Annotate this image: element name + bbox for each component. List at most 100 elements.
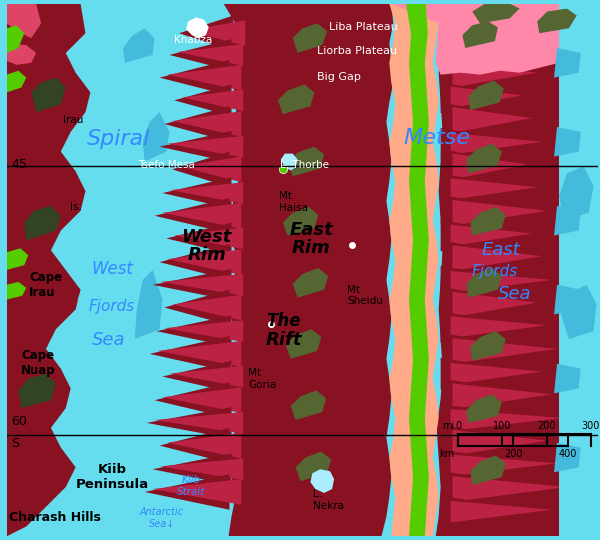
Polygon shape — [164, 106, 230, 142]
Polygon shape — [293, 268, 328, 298]
Polygon shape — [389, 4, 439, 536]
Polygon shape — [451, 40, 527, 62]
Polygon shape — [160, 245, 230, 280]
Polygon shape — [443, 57, 529, 92]
Polygon shape — [472, 4, 520, 23]
Polygon shape — [310, 469, 334, 493]
Polygon shape — [443, 425, 539, 461]
Text: Irau: Irau — [63, 115, 83, 125]
Polygon shape — [440, 35, 520, 67]
Polygon shape — [406, 4, 429, 536]
Text: Metse: Metse — [403, 128, 470, 148]
Text: Rift: Rift — [265, 332, 302, 349]
Polygon shape — [452, 62, 538, 87]
Text: Fjords: Fjords — [472, 264, 518, 279]
Text: Sea: Sea — [92, 332, 125, 349]
Polygon shape — [554, 48, 581, 78]
Polygon shape — [451, 133, 542, 154]
Polygon shape — [123, 28, 155, 63]
Polygon shape — [172, 111, 241, 137]
Text: L. Thorbe: L. Thorbe — [280, 159, 329, 170]
Text: Tsefo Mesa: Tsefo Mesa — [138, 159, 195, 170]
Polygon shape — [155, 198, 230, 233]
Text: Is.: Is. — [70, 202, 82, 212]
Text: L.
Nekra: L. Nekra — [313, 489, 344, 511]
Text: Liba Plateau: Liba Plateau — [329, 22, 398, 31]
Polygon shape — [224, 4, 393, 536]
Polygon shape — [7, 25, 25, 53]
Polygon shape — [160, 131, 232, 163]
Polygon shape — [135, 270, 163, 339]
Polygon shape — [19, 374, 56, 408]
Polygon shape — [443, 240, 535, 276]
Polygon shape — [452, 245, 542, 271]
Polygon shape — [146, 407, 232, 438]
Text: Big Gap: Big Gap — [317, 72, 361, 82]
Polygon shape — [452, 430, 547, 455]
Polygon shape — [443, 379, 544, 414]
Polygon shape — [452, 153, 527, 179]
Text: West: West — [91, 260, 133, 278]
Polygon shape — [160, 274, 244, 295]
Polygon shape — [7, 282, 26, 300]
Text: mi: mi — [442, 421, 454, 431]
Polygon shape — [7, 4, 91, 536]
Polygon shape — [440, 173, 529, 205]
Polygon shape — [554, 206, 581, 235]
Polygon shape — [470, 455, 506, 485]
Polygon shape — [443, 333, 549, 369]
Text: 400: 400 — [559, 449, 577, 458]
Text: Cape
Irau: Cape Irau — [29, 271, 62, 299]
Polygon shape — [167, 136, 244, 158]
Polygon shape — [155, 412, 244, 434]
Text: Kiib
Peninsula: Kiib Peninsula — [76, 463, 148, 491]
Polygon shape — [283, 207, 318, 235]
Polygon shape — [452, 16, 518, 41]
Text: km: km — [439, 449, 454, 458]
Text: 300: 300 — [581, 421, 600, 431]
Polygon shape — [452, 338, 557, 364]
Polygon shape — [281, 153, 298, 170]
Polygon shape — [7, 248, 28, 270]
Polygon shape — [452, 107, 532, 133]
Text: West: West — [181, 228, 232, 246]
Polygon shape — [440, 312, 539, 343]
Polygon shape — [559, 166, 593, 221]
Polygon shape — [174, 227, 244, 249]
Polygon shape — [470, 207, 506, 235]
Polygon shape — [538, 9, 577, 33]
Text: 100: 100 — [493, 421, 512, 431]
Polygon shape — [163, 361, 232, 393]
Polygon shape — [391, 4, 598, 75]
Polygon shape — [7, 71, 26, 92]
Polygon shape — [463, 22, 498, 48]
Polygon shape — [440, 4, 598, 61]
Polygon shape — [77, 4, 233, 536]
Polygon shape — [452, 383, 552, 409]
Text: 45: 45 — [11, 158, 27, 171]
Text: 0: 0 — [455, 421, 461, 431]
Polygon shape — [152, 269, 232, 301]
Polygon shape — [561, 285, 596, 339]
Polygon shape — [163, 177, 232, 209]
Polygon shape — [451, 455, 557, 476]
Polygon shape — [440, 82, 515, 113]
Polygon shape — [440, 496, 544, 528]
Polygon shape — [443, 148, 520, 184]
Polygon shape — [186, 17, 209, 38]
Polygon shape — [152, 479, 241, 505]
Polygon shape — [451, 271, 552, 293]
Text: Spiral: Spiral — [86, 130, 150, 150]
Polygon shape — [167, 65, 241, 91]
Polygon shape — [172, 152, 230, 187]
Polygon shape — [170, 366, 244, 387]
Polygon shape — [174, 85, 232, 116]
Text: Liorba Plateau: Liorba Plateau — [317, 45, 397, 56]
Polygon shape — [443, 102, 524, 138]
Polygon shape — [278, 85, 314, 114]
Polygon shape — [452, 476, 567, 502]
Text: Mt
Goria: Mt Goria — [248, 368, 277, 390]
Polygon shape — [451, 409, 562, 431]
Polygon shape — [160, 428, 230, 463]
Polygon shape — [452, 292, 538, 318]
